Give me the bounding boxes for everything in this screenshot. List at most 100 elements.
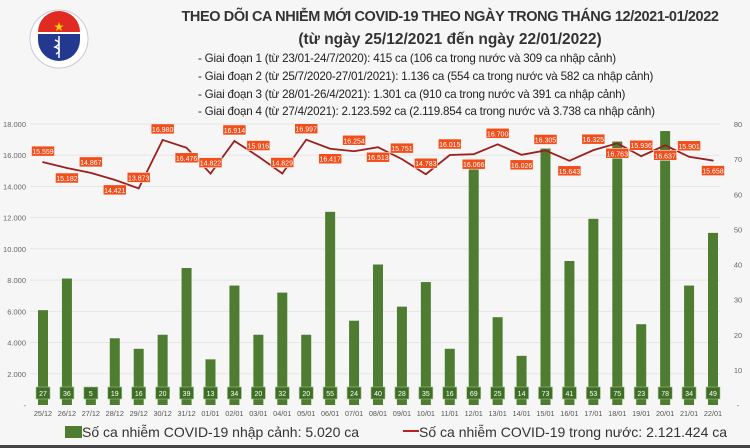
- line-point: [209, 172, 212, 175]
- legend-line-label: Số ca nhiễm COVID-19 trong nước: 2.121.4…: [419, 424, 728, 440]
- line-data-label: 15.901: [678, 144, 700, 151]
- line-label-box: [79, 156, 103, 168]
- line-point: [520, 154, 523, 156]
- x-axis-tick: 26/12: [58, 409, 76, 418]
- line-label-box: [294, 123, 318, 134]
- line-label-box: [581, 133, 606, 145]
- line-point: [281, 172, 284, 175]
- bar-data-label: 40: [374, 391, 382, 398]
- line-data-label: 16.700: [487, 131, 509, 138]
- bar-label-box: [179, 386, 194, 400]
- line-point: [448, 154, 451, 156]
- line-data-label: 15.751: [391, 146, 413, 153]
- bar-data-label: 27: [39, 391, 47, 398]
- line-point: [161, 139, 164, 141]
- line-data-label: 16.066: [463, 162, 485, 169]
- right-axis-tick: 10: [734, 366, 742, 375]
- line-point: [329, 147, 331, 150]
- x-axis-tick: 28/12: [106, 409, 124, 418]
- bar-label-box: [35, 386, 51, 400]
- bar-data-label: 78: [661, 391, 669, 398]
- line-label-box: [342, 135, 366, 146]
- left-axis-tick: 14.000: [3, 182, 26, 191]
- bar-label-box: [609, 386, 625, 400]
- bar-label-box: [394, 386, 410, 400]
- bar-data-label: 69: [470, 391, 478, 398]
- bar-label-box: [155, 386, 170, 400]
- legend-bar-label: Số ca nhiễm COVID-19 nhập cảnh: 5.020 ca: [82, 424, 360, 440]
- bar-label-box: [633, 386, 649, 400]
- line-data-label: 14.822: [200, 161, 222, 168]
- bar-label-box: [346, 386, 362, 400]
- line-data-label: 15.559: [32, 149, 54, 156]
- line-data-label: 15.658: [702, 169, 724, 176]
- left-axis-tick: 6.000: [7, 307, 26, 316]
- line-point: [544, 149, 547, 152]
- phase-1-text: - Giai đoạn 1 (từ 23/01-24/7/2020): 415 …: [198, 52, 616, 65]
- x-axis-tick: 11/01: [441, 409, 459, 418]
- left-axis-tick: 18.000: [3, 120, 26, 129]
- legend-bar-item: Số ca nhiễm COVID-19 nhập cảnh: 5.020 ca: [65, 424, 359, 440]
- line-point: [425, 173, 427, 176]
- bar: [349, 320, 360, 405]
- bar: [588, 218, 599, 405]
- line-data-label: 16.254: [343, 138, 365, 145]
- line-data-label: 16.914: [224, 128, 246, 135]
- bar-data-label: 73: [542, 391, 550, 398]
- line-data-label: 16.476: [176, 156, 198, 163]
- bar: [133, 348, 144, 405]
- x-axis-tick: 02/01: [225, 409, 243, 418]
- line-data-label: 14.421: [104, 188, 126, 195]
- line-point: [664, 144, 666, 147]
- line-data-label: 13.873: [128, 175, 150, 182]
- bar: [540, 148, 551, 405]
- bar: [325, 211, 336, 405]
- x-axis-tick: 06/01: [321, 409, 339, 418]
- bar-data-label: 16: [135, 391, 143, 398]
- right-axis-tick: 40: [734, 261, 742, 270]
- bar: [253, 334, 264, 405]
- line-data-label: 16.417: [319, 157, 341, 164]
- line-label-box: [629, 139, 653, 151]
- bar: [61, 278, 72, 405]
- line-label-box: [126, 172, 151, 183]
- bar-data-label: 14: [518, 391, 526, 398]
- x-axis-tick: 04/01: [273, 409, 291, 418]
- bar-data-label: 13: [207, 391, 215, 398]
- bar: [684, 285, 695, 405]
- ministry-of-health-logo: [29, 9, 89, 69]
- bar: [492, 317, 503, 405]
- chart-subtitle: (từ ngày 25/12/2021 đến ngày 22/01/2022): [298, 31, 602, 48]
- bar-data-label: 34: [231, 391, 239, 398]
- line-label-box: [366, 151, 390, 163]
- bar-label-box: [705, 386, 721, 400]
- x-axis-tick: 14/01: [512, 409, 530, 418]
- line-data-label: 15.643: [559, 169, 581, 176]
- line-point: [377, 146, 379, 149]
- bar-data-label: 32: [278, 391, 286, 398]
- x-axis-tick: 07/01: [345, 409, 363, 418]
- x-axis-tick: 19/01: [632, 409, 650, 418]
- line-label-box: [198, 157, 223, 168]
- line-point: [592, 149, 595, 151]
- bar: [516, 355, 527, 405]
- left-axis-tick: 4.000: [7, 339, 26, 348]
- bar-data-label: 20: [254, 391, 262, 398]
- line-data-label: 14.783: [415, 161, 437, 168]
- bar-label-box: [322, 386, 338, 400]
- bar-label-box: [442, 386, 458, 400]
- bar-label-box: [370, 386, 386, 400]
- line-label-box: [390, 142, 414, 154]
- line-point: [568, 159, 571, 162]
- line-point: [640, 155, 643, 158]
- line-data-label: 16.325: [583, 137, 605, 144]
- bar-label-box: [274, 386, 290, 400]
- bar: [181, 268, 192, 405]
- bar-label-box: [562, 386, 577, 400]
- left-axis-tick: 16.000: [3, 151, 26, 160]
- line-label-box: [318, 153, 342, 164]
- line-label-box: [461, 158, 486, 170]
- bar-label-box: [203, 386, 218, 400]
- bar-data-label: 53: [589, 391, 597, 398]
- line-data-label: 15.182: [56, 176, 78, 183]
